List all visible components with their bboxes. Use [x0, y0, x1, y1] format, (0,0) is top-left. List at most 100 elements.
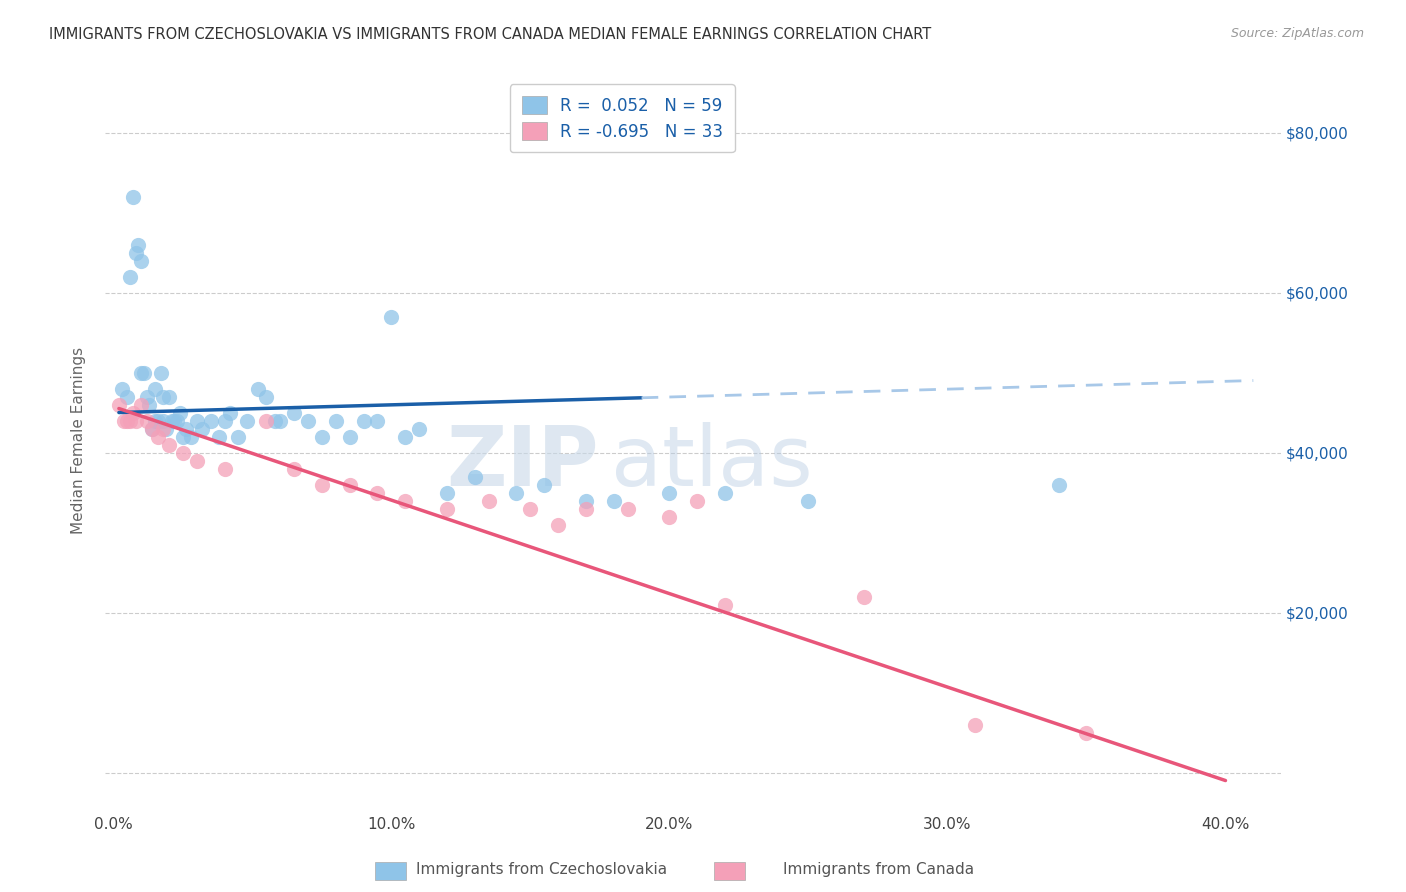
Point	[111, 382, 134, 396]
Text: IMMIGRANTS FROM CZECHOSLOVAKIA VS IMMIGRANTS FROM CANADA MEDIAN FEMALE EARNINGS : IMMIGRANTS FROM CZECHOSLOVAKIA VS IMMIGR…	[49, 27, 931, 42]
Point	[152, 390, 174, 404]
Point	[311, 477, 333, 491]
Point	[169, 405, 191, 419]
Point	[129, 253, 152, 268]
Point	[121, 189, 143, 203]
Point	[208, 429, 231, 443]
Point	[965, 717, 987, 731]
Point	[339, 477, 361, 491]
Point	[160, 413, 183, 427]
Point	[191, 421, 214, 435]
Text: ZIP: ZIP	[447, 422, 599, 503]
Point	[394, 429, 416, 443]
Point	[436, 485, 458, 500]
Point	[146, 429, 169, 443]
Point	[575, 501, 598, 516]
Point	[146, 413, 169, 427]
Point	[135, 413, 157, 427]
Point	[380, 310, 402, 324]
Point	[246, 382, 269, 396]
Point	[658, 485, 681, 500]
Point	[152, 413, 174, 427]
Point	[686, 493, 709, 508]
Text: Immigrants from Canada: Immigrants from Canada	[783, 863, 974, 877]
Text: Source: ZipAtlas.com: Source: ZipAtlas.com	[1230, 27, 1364, 40]
Point	[174, 421, 197, 435]
Point	[186, 453, 208, 467]
Point	[464, 469, 486, 483]
Point	[118, 269, 141, 284]
Text: Immigrants from Czechoslovakia: Immigrants from Czechoslovakia	[416, 863, 666, 877]
Point	[186, 413, 208, 427]
Point	[1047, 477, 1070, 491]
Point	[353, 413, 375, 427]
Point	[339, 429, 361, 443]
Point	[236, 413, 259, 427]
Point	[254, 390, 277, 404]
Point	[263, 413, 285, 427]
Point	[366, 485, 388, 500]
Point	[108, 398, 131, 412]
Point	[283, 461, 305, 475]
Point	[124, 245, 146, 260]
Y-axis label: Median Female Earnings: Median Female Earnings	[72, 347, 86, 534]
Point	[269, 413, 291, 427]
Point	[129, 398, 152, 412]
Point	[124, 413, 146, 427]
Point	[714, 598, 737, 612]
Point	[141, 421, 163, 435]
Point	[214, 461, 236, 475]
Point	[135, 390, 157, 404]
Point	[1076, 725, 1098, 739]
Point	[228, 429, 250, 443]
Point	[143, 413, 166, 427]
Point	[115, 390, 138, 404]
Point	[180, 429, 202, 443]
Point	[172, 429, 194, 443]
Point	[505, 485, 527, 500]
Point	[118, 413, 141, 427]
Point	[200, 413, 222, 427]
Point	[297, 413, 319, 427]
Point	[325, 413, 347, 427]
Point	[132, 366, 155, 380]
Point	[853, 590, 876, 604]
Point	[603, 493, 626, 508]
Point	[163, 413, 186, 427]
Point	[394, 493, 416, 508]
Point	[121, 405, 143, 419]
Point	[141, 421, 163, 435]
Point	[478, 493, 501, 508]
Point	[519, 501, 541, 516]
Point	[547, 517, 569, 532]
Point	[157, 390, 180, 404]
Point	[714, 485, 737, 500]
Point	[408, 421, 430, 435]
Point	[138, 398, 160, 412]
Point	[152, 421, 174, 435]
Point	[219, 405, 242, 419]
Point	[436, 501, 458, 516]
Point	[366, 413, 388, 427]
Point	[172, 445, 194, 459]
Point	[157, 437, 180, 451]
Point	[155, 421, 177, 435]
Point	[149, 366, 172, 380]
Point	[214, 413, 236, 427]
Point	[127, 237, 149, 252]
Point	[283, 405, 305, 419]
Point	[166, 413, 188, 427]
Point	[114, 413, 136, 427]
Point	[254, 413, 277, 427]
Point	[658, 509, 681, 524]
Point	[575, 493, 598, 508]
Point	[143, 382, 166, 396]
Point	[115, 413, 138, 427]
Text: atlas: atlas	[610, 422, 813, 503]
Point	[797, 493, 820, 508]
Point	[311, 429, 333, 443]
Point	[533, 477, 555, 491]
Legend: R =  0.052   N = 59, R = -0.695   N = 33: R = 0.052 N = 59, R = -0.695 N = 33	[510, 84, 735, 153]
Point	[616, 501, 638, 516]
Point	[129, 366, 152, 380]
